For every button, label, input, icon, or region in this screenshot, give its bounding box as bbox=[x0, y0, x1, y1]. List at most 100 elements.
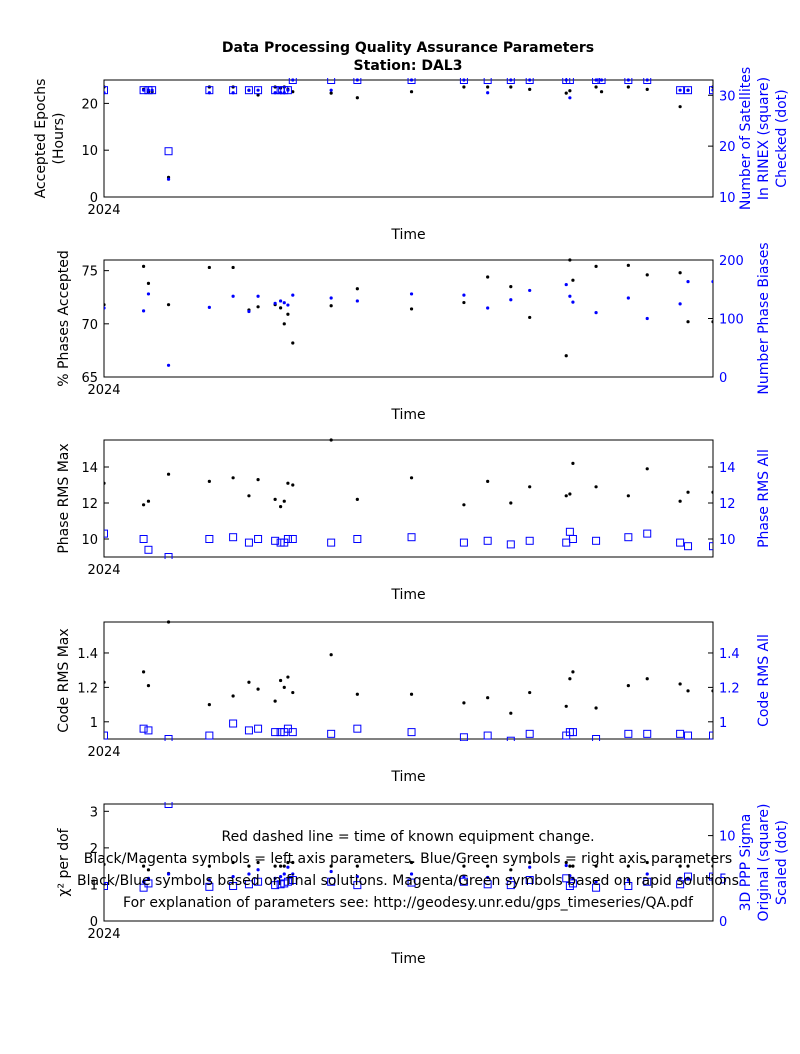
-phases-accepted-dot-point bbox=[626, 263, 630, 267]
code-rms-max-dot-point bbox=[711, 689, 713, 693]
right-tick-label: 1.4 bbox=[719, 647, 740, 662]
number-phase-biases-dot-point bbox=[207, 305, 211, 309]
3d-ppp-sigma-original-square-point bbox=[709, 872, 713, 881]
accepted-epochs-dot-point bbox=[462, 85, 466, 89]
code-rms-all-square-point bbox=[592, 735, 601, 741]
plot-frame bbox=[103, 259, 714, 378]
code-rms-max-dot-point bbox=[141, 670, 146, 674]
number-phase-biases-dot-point bbox=[231, 294, 235, 298]
number-phase-biases-dot-point bbox=[462, 293, 466, 297]
phase-rms-max-dot-point bbox=[256, 478, 260, 482]
accepted-epochs-dot-point bbox=[486, 85, 490, 89]
right-axis-label: In RINEX (square) bbox=[756, 77, 772, 200]
3d-ppp-sigma-scaled-dot-point bbox=[594, 880, 598, 884]
-per-dof-dot-point bbox=[564, 860, 568, 865]
-per-dof-dot-point bbox=[462, 864, 466, 868]
code-rms-max-dot-point bbox=[528, 690, 532, 695]
satellites-in-rinex-square-point bbox=[164, 147, 173, 156]
-per-dof-dot-point bbox=[282, 864, 286, 868]
code-rms-all-square-point bbox=[459, 733, 468, 741]
left-tick-label: 1 bbox=[90, 716, 98, 731]
3d-ppp-sigma-original-square-point bbox=[506, 881, 515, 890]
code-rms-all-square-point bbox=[104, 731, 108, 740]
satellites-in-rinex-square-point bbox=[624, 78, 633, 84]
3d-ppp-sigma-original-square-point bbox=[271, 881, 280, 890]
phase-rms-max-dot-point bbox=[626, 494, 630, 498]
satellites-checked-dot-point bbox=[568, 96, 572, 100]
x-axis-label: Time bbox=[390, 951, 425, 967]
satellites-in-rinex-square-point bbox=[288, 78, 297, 84]
code-rms-max-dot-point bbox=[571, 670, 575, 674]
phase-rms-all-square-point bbox=[205, 535, 214, 543]
number-phase-biases-dot-point bbox=[409, 292, 414, 296]
satellites-in-rinex-square-point bbox=[327, 78, 336, 84]
right-tick-label: 30 bbox=[719, 89, 736, 104]
accepted-epochs-dot-point bbox=[409, 90, 414, 94]
code-rms-all-square-point bbox=[676, 729, 685, 738]
phase-rms-max-dot-point bbox=[282, 499, 286, 503]
code-rms-all-square-point bbox=[327, 729, 336, 738]
satellites-checked-dot-point bbox=[355, 78, 359, 82]
code-rms-max-dot-point bbox=[355, 692, 359, 696]
code-rms-max-dot-point bbox=[486, 696, 490, 700]
left-tick-label: 10 bbox=[81, 533, 98, 548]
satellites-checked-dot-point bbox=[291, 78, 295, 82]
satellites-checked-dot-point bbox=[594, 78, 598, 82]
footer-line-3: Black/Blue symbols based on final soluti… bbox=[77, 873, 739, 889]
accepted-epochs-dot-point bbox=[568, 89, 572, 93]
phase-rms-all-square-point bbox=[624, 533, 633, 542]
accepted-epochs-dot-point bbox=[564, 91, 568, 95]
-per-dof-dot-point bbox=[509, 868, 513, 872]
phase-rms-all-square-point bbox=[684, 542, 693, 551]
-per-dof-dot-point bbox=[329, 864, 333, 868]
code-rms-all-square-point bbox=[709, 731, 713, 740]
code-rms-all-square-point bbox=[244, 726, 253, 735]
-phases-accepted-dot-point bbox=[409, 307, 414, 311]
code-rms-all-square-point bbox=[139, 724, 148, 733]
code-rms-all-square-point bbox=[229, 719, 238, 728]
plot-frame bbox=[103, 803, 714, 922]
phase-rms-all-square-point bbox=[271, 536, 280, 545]
3d-ppp-sigma-original-square-point bbox=[164, 802, 173, 808]
phase-rms-all-square-point bbox=[139, 535, 148, 543]
plot-marks bbox=[104, 802, 713, 892]
3d-ppp-sigma-original-square-point bbox=[244, 880, 253, 889]
number-phase-biases-dot-point bbox=[247, 309, 251, 314]
number-phase-biases-dot-point bbox=[528, 288, 532, 293]
phase-rms-all-square-point bbox=[104, 529, 108, 538]
phase-rms-max-dot-point bbox=[645, 467, 649, 471]
chart-title: Data Processing Quality Assurance Parame… bbox=[222, 40, 594, 56]
panel-chi2: 0 1 2 3 0 5 10 2024 Time χ² per dof 3D PPP Sigma Or… bbox=[56, 802, 790, 967]
satellites-checked-dot-point bbox=[626, 78, 630, 82]
number-phase-biases-dot-point bbox=[273, 301, 277, 305]
3d-ppp-sigma-scaled-dot-point bbox=[678, 876, 682, 880]
3d-ppp-sigma-scaled-dot-point bbox=[645, 872, 649, 876]
plot-frame bbox=[103, 439, 714, 558]
number-phase-biases-dot-point bbox=[166, 363, 171, 367]
phase-rms-all-square-point bbox=[164, 553, 173, 559]
code-rms-max-dot-point bbox=[286, 675, 290, 679]
code-rms-max-dot-point bbox=[273, 699, 277, 703]
left-tick-label: 1.2 bbox=[77, 681, 98, 696]
3d-ppp-sigma-scaled-dot-point bbox=[486, 875, 490, 880]
right-tick-label: 0 bbox=[719, 915, 727, 930]
3d-ppp-sigma-scaled-dot-point bbox=[282, 872, 286, 876]
accepted-epochs-dot-point bbox=[509, 85, 513, 89]
-phases-accepted-dot-point bbox=[486, 275, 490, 279]
code-rms-max-dot-point bbox=[678, 682, 682, 686]
plot-marks bbox=[104, 78, 713, 181]
3d-ppp-sigma-scaled-dot-point bbox=[256, 868, 260, 872]
code-rms-all-square-point bbox=[568, 728, 577, 737]
-per-dof-dot-point bbox=[571, 864, 575, 868]
phase-rms-max-dot-point bbox=[571, 461, 575, 465]
phase-rms-max-dot-point bbox=[291, 483, 295, 487]
phase-rms-max-dot-point bbox=[678, 499, 682, 503]
phase-rms-all-square-point bbox=[353, 535, 362, 543]
-phases-accepted-dot-point bbox=[594, 264, 598, 268]
phase-rms-max-dot-point bbox=[104, 481, 106, 485]
-phases-accepted-dot-point bbox=[166, 303, 171, 307]
right-axis-label: 3D PPP Sigma bbox=[738, 814, 754, 912]
satellites-in-rinex-square-point bbox=[684, 86, 693, 95]
panel-phase_rms: 10 12 14 10 12 14 2024 Time Phase RMS Max Phase R… bbox=[56, 438, 772, 603]
